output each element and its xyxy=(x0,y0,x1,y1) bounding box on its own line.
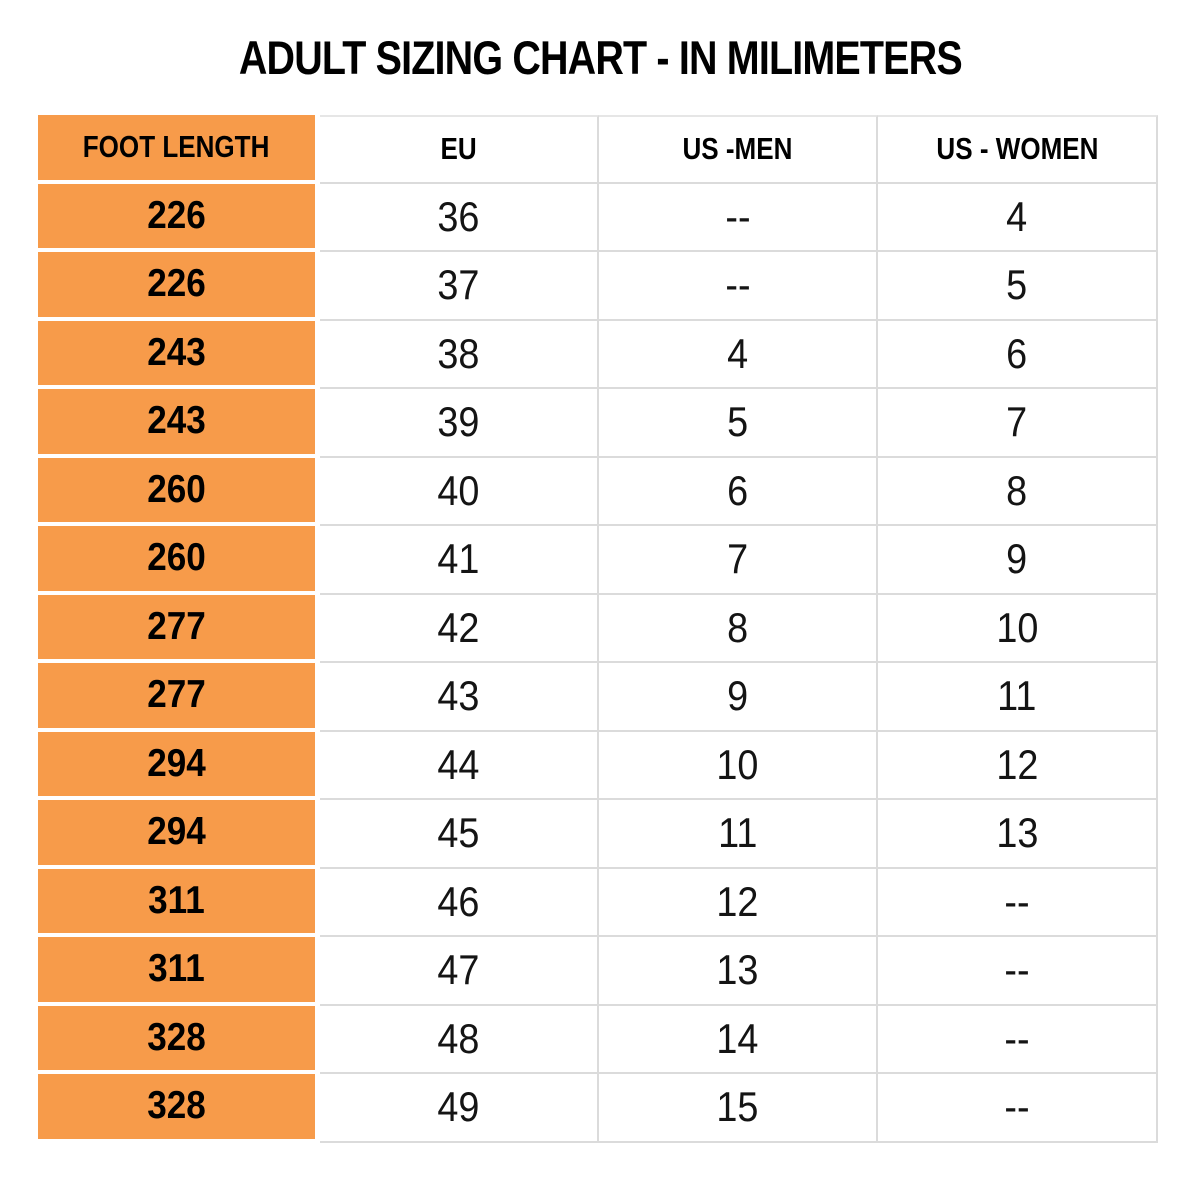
us-women-cell: 12 xyxy=(878,732,1158,801)
us-women-cell: -- xyxy=(878,1074,1158,1143)
us-men-cell: 12 xyxy=(599,869,878,938)
us-men-cell: 15 xyxy=(599,1074,878,1143)
us-women-cell: -- xyxy=(878,1006,1158,1075)
us-men-cell: 5 xyxy=(599,389,878,458)
table-row: 328 48 14 -- xyxy=(38,1006,1158,1075)
us-men-cell: 7 xyxy=(599,526,878,595)
table-row: 277 43 9 11 xyxy=(38,663,1158,732)
foot-length-cell: 328 xyxy=(38,1074,320,1143)
foot-length-cell: 226 xyxy=(38,252,320,321)
foot-length-cell: 311 xyxy=(38,869,320,938)
foot-length-cell: 294 xyxy=(38,732,320,801)
eu-cell: 42 xyxy=(320,595,599,664)
eu-cell: 47 xyxy=(320,937,599,1006)
table-header-row: FOOT LENGTH EU US -MEN US - WOMEN xyxy=(38,115,1158,184)
eu-cell: 45 xyxy=(320,800,599,869)
eu-cell: 37 xyxy=(320,252,599,321)
us-men-cell: -- xyxy=(599,184,878,253)
header-us-men-label: US -MEN xyxy=(683,131,793,167)
foot-length-cell: 260 xyxy=(38,526,320,595)
us-men-cell: -- xyxy=(599,252,878,321)
eu-cell: 41 xyxy=(320,526,599,595)
header-us-women: US - WOMEN xyxy=(878,115,1158,184)
eu-cell: 44 xyxy=(320,732,599,801)
eu-cell: 49 xyxy=(320,1074,599,1143)
us-women-cell: 9 xyxy=(878,526,1158,595)
foot-length-cell: 260 xyxy=(38,458,320,527)
us-women-cell: 8 xyxy=(878,458,1158,527)
us-men-cell: 6 xyxy=(599,458,878,527)
us-men-cell: 13 xyxy=(599,937,878,1006)
table-row: 294 44 10 12 xyxy=(38,732,1158,801)
us-women-cell: 13 xyxy=(878,800,1158,869)
us-women-cell: -- xyxy=(878,869,1158,938)
eu-cell: 39 xyxy=(320,389,599,458)
us-women-cell: 5 xyxy=(878,252,1158,321)
us-women-cell: 11 xyxy=(878,663,1158,732)
sizing-table: FOOT LENGTH EU US -MEN US - WOMEN 226 36… xyxy=(38,115,1158,1143)
us-men-cell: 4 xyxy=(599,321,878,390)
us-men-cell: 8 xyxy=(599,595,878,664)
eu-cell: 46 xyxy=(320,869,599,938)
header-eu-label: EU xyxy=(440,131,476,167)
table-row: 294 45 11 13 xyxy=(38,800,1158,869)
table-row: 226 36 -- 4 xyxy=(38,184,1158,253)
us-women-cell: 10 xyxy=(878,595,1158,664)
table-row: 260 40 6 8 xyxy=(38,458,1158,527)
us-women-cell: 6 xyxy=(878,321,1158,390)
adult-sizing-chart-page: ADULT SIZING CHART - IN MILIMETERS FOOT … xyxy=(0,0,1200,1197)
header-foot-length-label: FOOT LENGTH xyxy=(83,129,270,165)
foot-length-cell: 277 xyxy=(38,663,320,732)
us-women-cell: 4 xyxy=(878,184,1158,253)
eu-cell: 43 xyxy=(320,663,599,732)
us-women-cell: 7 xyxy=(878,389,1158,458)
table-row: 226 37 -- 5 xyxy=(38,252,1158,321)
eu-cell: 36 xyxy=(320,184,599,253)
table-row: 260 41 7 9 xyxy=(38,526,1158,595)
us-men-cell: 9 xyxy=(599,663,878,732)
table-row: 328 49 15 -- xyxy=(38,1074,1158,1143)
page-title: ADULT SIZING CHART - IN MILIMETERS xyxy=(0,30,1200,85)
foot-length-cell: 243 xyxy=(38,389,320,458)
eu-cell: 40 xyxy=(320,458,599,527)
header-eu: EU xyxy=(320,115,599,184)
table-row: 311 46 12 -- xyxy=(38,869,1158,938)
header-us-women-label: US - WOMEN xyxy=(936,131,1098,167)
foot-length-cell: 294 xyxy=(38,800,320,869)
eu-cell: 38 xyxy=(320,321,599,390)
table-row: 277 42 8 10 xyxy=(38,595,1158,664)
us-men-cell: 11 xyxy=(599,800,878,869)
us-men-cell: 10 xyxy=(599,732,878,801)
foot-length-cell: 311 xyxy=(38,937,320,1006)
us-men-cell: 14 xyxy=(599,1006,878,1075)
us-women-cell: -- xyxy=(878,937,1158,1006)
page-title-text: ADULT SIZING CHART - IN MILIMETERS xyxy=(239,30,962,85)
header-us-men: US -MEN xyxy=(599,115,878,184)
eu-cell: 48 xyxy=(320,1006,599,1075)
foot-length-cell: 277 xyxy=(38,595,320,664)
table-row: 311 47 13 -- xyxy=(38,937,1158,1006)
table-row: 243 38 4 6 xyxy=(38,321,1158,390)
table-row: 243 39 5 7 xyxy=(38,389,1158,458)
header-foot-length: FOOT LENGTH xyxy=(38,115,320,184)
foot-length-cell: 328 xyxy=(38,1006,320,1075)
foot-length-cell: 243 xyxy=(38,321,320,390)
foot-length-cell: 226 xyxy=(38,184,320,253)
